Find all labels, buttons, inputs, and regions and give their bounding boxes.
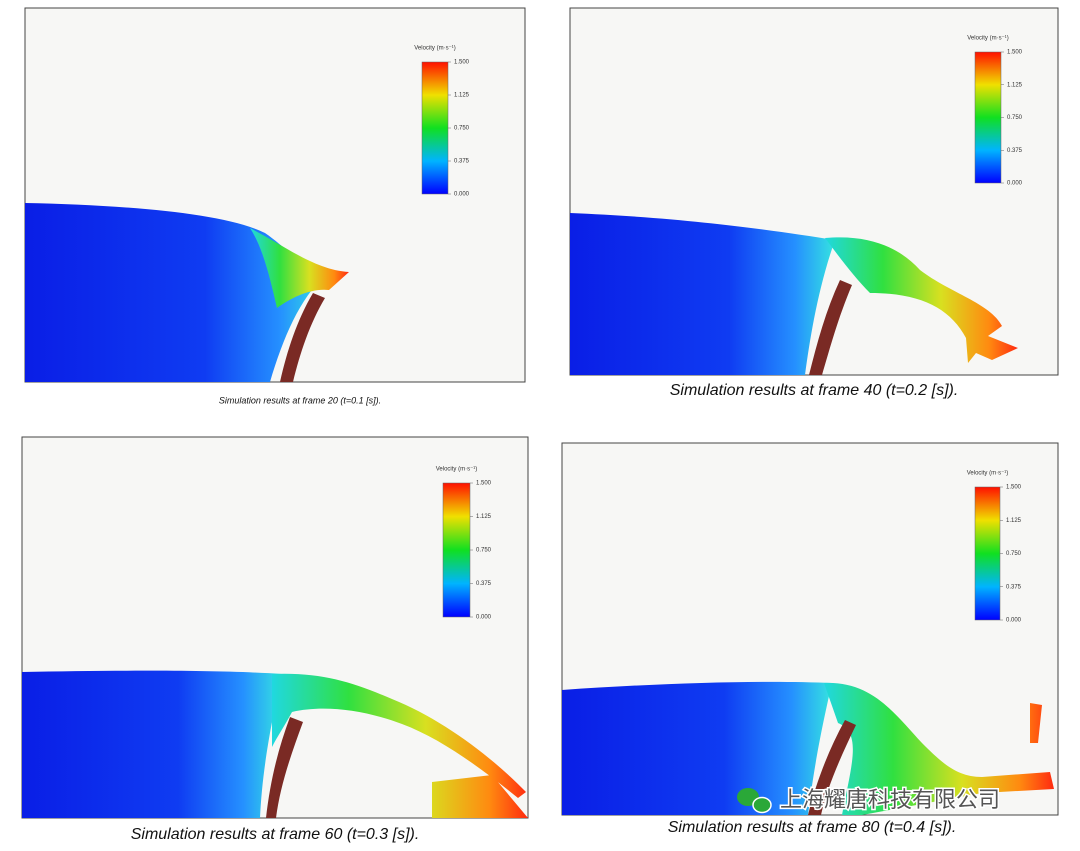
barrier	[809, 280, 852, 375]
barrier	[280, 293, 325, 382]
legend-title: Velocity (m·s⁻¹)	[967, 471, 1009, 477]
colorbar-tick-label: 0.375	[1007, 148, 1023, 154]
barrier	[266, 717, 303, 818]
legend-title: Velocity (m·s⁻¹)	[967, 36, 1009, 42]
colorbar-tick-label: 0.000	[1007, 181, 1023, 187]
colorbar-tick-label: 1.500	[454, 60, 470, 66]
caption: Simulation results at frame 20 (t=0.1 [s…	[219, 395, 381, 405]
colorbar	[421, 61, 449, 195]
colorbar-tick-label: 0.000	[476, 615, 492, 621]
water-wave	[824, 682, 1054, 815]
colorbar-tick-label: 0.375	[454, 159, 470, 165]
watermark: 上海耀唐科技有限公司 上海耀唐科技有限公司	[737, 785, 1002, 813]
colorbar	[974, 486, 1001, 621]
legend-title: Velocity (m·s⁻¹)	[436, 467, 478, 473]
colorbar-tick-label: 0.750	[1007, 115, 1023, 121]
colorbar-tick-label: 0.375	[476, 581, 492, 587]
water-body	[25, 203, 325, 382]
colorbar	[974, 51, 1002, 184]
watermark-text: 上海耀唐科技有限公司	[780, 787, 1000, 812]
colorbar-tick-label: 0.375	[1006, 584, 1022, 590]
water-wave	[250, 228, 349, 308]
colorbar-tick-label: 1.125	[476, 514, 492, 520]
colorbar-tick-label: 1.125	[1006, 518, 1022, 524]
caption: Simulation results at frame 60 (t=0.3 [s…	[131, 826, 420, 843]
water-wave	[272, 673, 528, 818]
barrier	[808, 720, 856, 815]
colorbar-tick-label: 0.000	[454, 192, 470, 198]
colorbar-tick-label: 1.500	[1007, 50, 1023, 56]
panel: Velocity (m·s⁻¹) 1.500 1.125 0.750 0.375 0.00…	[569, 7, 1059, 399]
water-wave	[825, 237, 1018, 363]
colorbar-tick-label: 1.125	[1007, 82, 1023, 88]
legend-title: Velocity (m·s⁻¹)	[414, 46, 456, 52]
colorbar-tick-label: 0.750	[476, 548, 492, 554]
panel: Velocity (m·s⁻¹) 1.500 1.125 0.750 0.375 0.00…	[561, 442, 1059, 836]
colorbar-tick-label: 0.750	[454, 126, 470, 132]
colorbar-tick-label: 1.500	[476, 481, 492, 487]
water-body	[562, 681, 832, 815]
colorbar	[442, 482, 471, 618]
colorbar-tick-label: 1.500	[1006, 485, 1022, 491]
caption: Simulation results at frame 40 (t=0.2 [s…	[670, 382, 959, 399]
water-body	[570, 213, 835, 375]
colorbar-tick-label: 0.000	[1006, 618, 1022, 624]
colorbar-tick-label: 0.750	[1006, 551, 1022, 557]
watermark-text: 上海耀唐科技有限公司	[780, 787, 1000, 812]
panel: Velocity (m·s⁻¹) 1.500 1.125 0.750 0.375 0.00…	[21, 436, 529, 843]
water-body	[22, 670, 282, 818]
panel: Velocity (m·s⁻¹) 1.500 1.125 0.750 0.375 0.00…	[24, 7, 526, 405]
colorbar-tick-label: 1.125	[454, 93, 470, 99]
caption: Simulation results at frame 80 (t=0.4 [s…	[668, 819, 957, 836]
